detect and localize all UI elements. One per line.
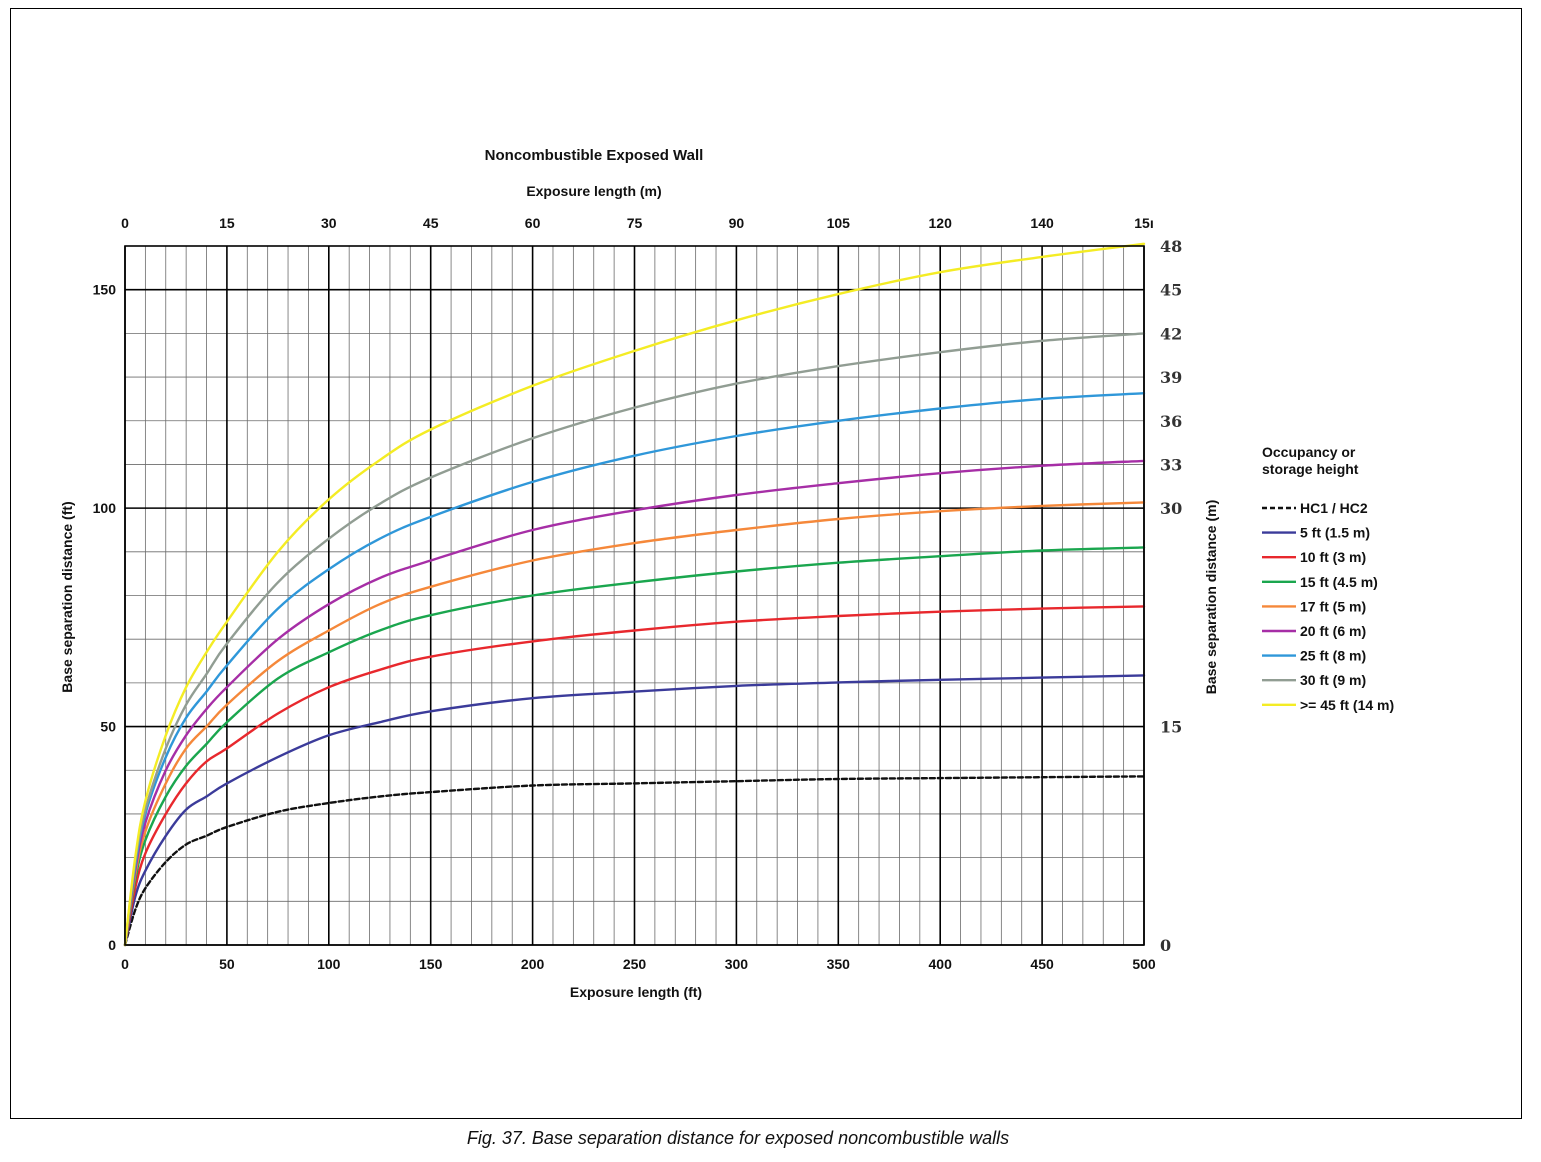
x-tick-label: 400 [929,956,953,972]
series-line [123,674,1146,947]
series-lines [123,242,1146,947]
y2-tick-label: 39 [1160,368,1182,387]
legend: Occupancy or storage height HC1 / HC2 5 f… [1262,444,1394,713]
x-tick-label: 100 [317,956,341,972]
legend-label: 17 ft (5 m) [1300,598,1366,614]
x2-tick-label: 0 [121,215,129,231]
series-line [123,775,1146,947]
series-line [123,605,1146,947]
x2-tick-label: 30 [321,215,337,231]
series-line [123,332,1146,947]
y2-tick-label: 48 [1160,237,1182,256]
legend-label: 20 ft (6 m) [1300,623,1366,639]
y2-axis-label: Base separation distance (m) [1203,500,1219,695]
legend-title-line-2: storage height [1262,461,1359,477]
y2-tick-label: 36 [1160,412,1182,431]
x2-tick-label: 60 [525,215,541,231]
x-tick-label: 250 [623,956,647,972]
y-tick-label: 50 [100,719,116,735]
series-line [123,459,1146,947]
x2-tick-label: 15ı [1134,215,1153,231]
legend-label: 15 ft (4.5 m) [1300,574,1378,590]
x2-tick-label: 15 [219,215,235,231]
x2-tick-label: 75 [627,215,643,231]
x2-tick-label: 120 [929,215,953,231]
x2-tick-label: 45 [423,215,439,231]
y2-tick-label: 15 [1160,718,1182,737]
series-line [123,546,1146,947]
x-tick-label: 150 [419,956,443,972]
legend-items: HC1 / HC2 5 ft (1.5 m) 10 ft (3 m) 15 ft (4… [1262,500,1394,713]
legend-label: 25 ft (8 m) [1300,648,1366,664]
legend-label: 30 ft (9 m) [1300,672,1366,688]
chart-title: Noncombustible Exposed Wall [485,147,704,164]
x-tick-label: 200 [521,956,545,972]
legend-title-line-1: Occupancy or [1262,444,1356,460]
series-line [123,501,1146,947]
x-tick-label: 500 [1132,956,1156,972]
x-tick-label: 300 [725,956,749,972]
x2-axis-label: Exposure length (m) [526,183,661,199]
y-tick-label: 0 [108,937,116,953]
x2-tick-label: 105 [827,215,851,231]
y2-tick-label: 33 [1160,455,1182,474]
x2-tick-label: 90 [729,215,745,231]
legend-label: >= 45 ft (14 m) [1300,697,1394,713]
legend-label: 10 ft (3 m) [1300,549,1366,565]
y2-tick-label: 42 [1160,324,1182,343]
y-tick-labels: 0 50 100 150 [93,282,117,953]
x-tick-label: 0 [121,956,129,972]
y-axis-label: Base separation distance (ft) [59,501,75,692]
y2-tick-label: 0 [1160,936,1171,955]
separation-distance-chart: 0 50 100 150 200 250 300 350 400 450 500 0 15 30 45 60… [59,147,1394,1000]
y2-tick-label: 30 [1160,499,1182,518]
figure-frame [10,8,1522,1119]
figure-caption: Fig. 37. Base separation distance for ex… [466,1128,1010,1148]
x-tick-label: 50 [219,956,235,972]
x-tick-labels: 0 50 100 150 200 250 300 350 400 450 500 [121,956,1156,972]
x-tick-label: 450 [1030,956,1054,972]
y2-tick-label: 45 [1160,281,1182,300]
x-tick-label: 350 [827,956,851,972]
x2-tick-label: 140 [1030,215,1054,231]
legend-label: 5 ft (1.5 m) [1300,525,1370,541]
series-line [123,392,1146,947]
y-tick-label: 150 [93,282,117,298]
y-tick-label: 100 [93,500,117,516]
legend-label: HC1 / HC2 [1300,500,1368,516]
plot-area-border [124,245,1145,946]
x2-tick-labels: 0 15 30 45 60 75 90 105 120 140 15ı [121,215,1154,231]
series-line [123,242,1146,947]
x-axis-label: Exposure length (ft) [570,984,702,1000]
y2-tick-labels: 0 15 30 33 36 39 42 45 48 [1160,237,1182,955]
